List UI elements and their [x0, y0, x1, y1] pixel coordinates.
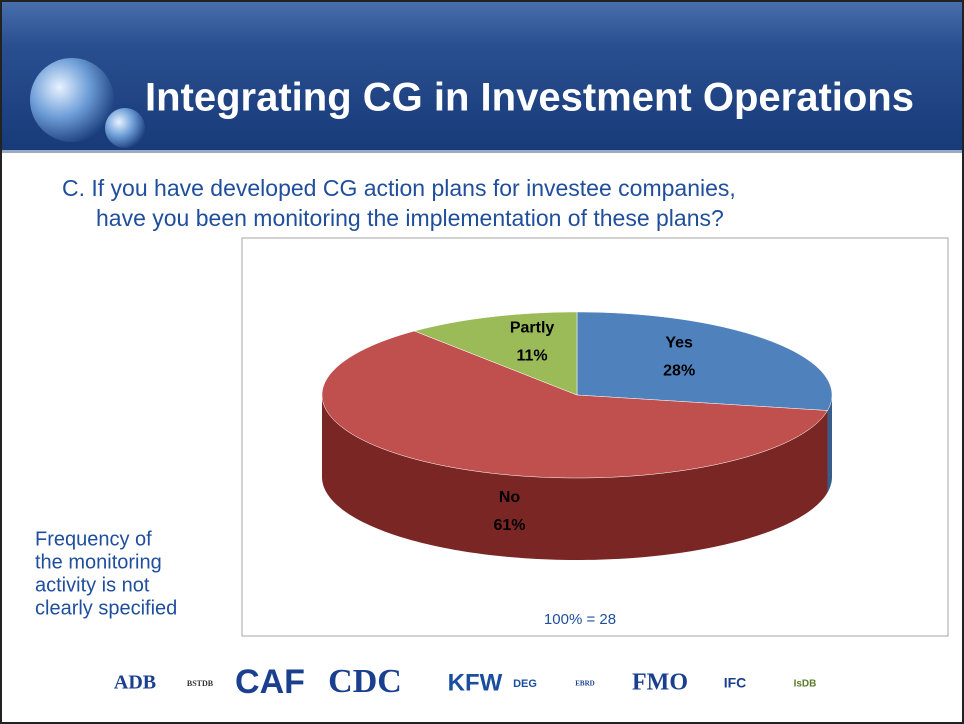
pie-slice-side: [827, 395, 832, 493]
question-line: have you been monitoring the implementat…: [96, 205, 724, 231]
partner-logo: BSTDB: [187, 679, 214, 688]
side-note: clearly specified: [35, 597, 177, 619]
slice-value-label: 11%: [517, 347, 548, 364]
pie-slice: [576, 311, 833, 411]
partner-logo: CAF: [235, 663, 305, 701]
partner-logo: FMO: [632, 670, 688, 696]
partner-logo: KFW: [448, 669, 503, 696]
slice-label: Partly: [510, 319, 555, 336]
side-note: activity is not: [35, 574, 150, 596]
side-note: the monitoring: [35, 551, 162, 573]
partner-logo: IsDB: [794, 679, 817, 690]
slice-label: No: [499, 489, 521, 506]
globe-icon-small: [105, 108, 145, 148]
partner-logo: CDC: [328, 663, 402, 700]
pie-slice: [321, 330, 828, 479]
partner-logo: ADB: [114, 672, 156, 694]
slice-value-label: 28%: [663, 362, 695, 379]
partner-logo: DEG: [513, 678, 537, 690]
header-band: [0, 0, 964, 152]
side-note: Frequency of: [35, 528, 152, 550]
partner-logo: EBRD: [575, 680, 594, 688]
slice-value-label: 61%: [493, 517, 525, 534]
slice-label: Yes: [665, 334, 693, 351]
question-line: C. If you have developed CG action plans…: [62, 175, 736, 201]
pie-slice-side: [322, 395, 828, 560]
pie-slice: [413, 311, 578, 396]
annotation: 100% = 28: [544, 611, 616, 628]
partner-logo: IFC: [724, 675, 747, 691]
slide-title: Integrating CG in Investment Operations: [145, 76, 914, 120]
header-rule: [0, 150, 964, 153]
globe-icon: [30, 58, 114, 142]
